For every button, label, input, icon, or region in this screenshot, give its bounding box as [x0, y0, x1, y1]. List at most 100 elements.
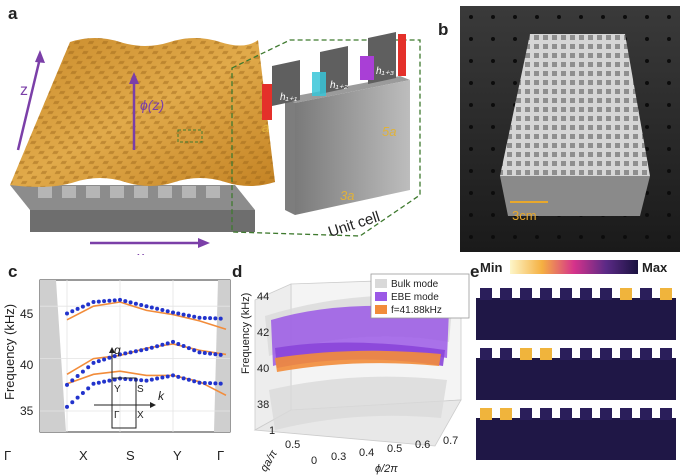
d-xtick-04: 0.4 [359, 447, 374, 459]
inset-s: S [137, 384, 144, 395]
c-experiment-point [70, 378, 75, 383]
c-experiment-point [139, 378, 144, 383]
field-map-pillar [560, 408, 572, 420]
d-ytick-05: 0.5 [285, 439, 300, 451]
inset-y: Y [114, 384, 121, 395]
c-experiment-point [176, 341, 181, 346]
d-legend [370, 273, 470, 319]
c-experiment-point [112, 377, 117, 382]
c-experiment-point [208, 351, 213, 356]
panel-d-label: d [232, 262, 243, 281]
c-experiment-point [165, 309, 170, 314]
c-experiment-point [118, 352, 122, 357]
c-xtick-y: Y [173, 448, 182, 463]
c-experiment-point [218, 381, 223, 386]
c-experiment-point [144, 378, 149, 383]
d-xlabel: ϕ/2π [375, 463, 398, 475]
field-map-pillar [660, 288, 672, 300]
c-experiment-point [155, 306, 160, 311]
c-experiment-point [112, 298, 117, 303]
panel-b-photo: 3cm [460, 6, 680, 252]
c-xtick-gamma1: Γ [4, 448, 11, 463]
c-ytick-40: 40 [20, 358, 34, 372]
field-map-pillar [540, 408, 552, 420]
c-experiment-point [192, 314, 197, 319]
light-cone-left [40, 280, 66, 432]
band-structure-chart: Frequency (kHz) 35 40 45 Γ X S Y Γ q k Y… [2, 279, 231, 463]
field-map-3 [476, 418, 676, 460]
c-experiment-point [118, 297, 122, 302]
field-map-pillar [500, 408, 512, 420]
field-map-pillar [600, 288, 612, 300]
c-experiment-point [202, 350, 207, 355]
c-experiment-point [139, 348, 144, 353]
c-experiment-point [91, 381, 96, 386]
c-experiment-point [144, 347, 149, 352]
c-experiment-point [202, 380, 207, 385]
colorbar-min: Min [480, 260, 502, 275]
panel-e-label: e [470, 262, 480, 281]
panel-c-label: c [8, 262, 18, 281]
c-experiment-point [112, 354, 117, 359]
unit-cell-outline [231, 39, 421, 237]
c-experiment-point [80, 369, 85, 374]
c-experiment-point [181, 376, 186, 381]
height-dimension-label: 5a [382, 124, 396, 139]
c-experiment-point [186, 346, 191, 351]
field-map-pillar [660, 348, 672, 360]
c-experiment-point [65, 382, 69, 387]
field-map-pillar [600, 408, 612, 420]
field-map-pillar [620, 408, 632, 420]
c-experiment-point [155, 344, 160, 349]
d-xtick-07: 0.7 [443, 435, 458, 447]
d-ztick-40: 40 [257, 363, 269, 375]
legend-ebe: EBE mode [391, 292, 439, 303]
c-experiment-point [181, 344, 186, 349]
field-map-pillar [660, 408, 672, 420]
c-experiment-point [96, 380, 101, 385]
panel-a-figure: z ϕ(z) x h₁₊₁ h₁₊₂ h₁₊₃ a 5a 3a Unit cel… [10, 32, 421, 255]
d-ztick-38: 38 [257, 399, 269, 411]
c-xtick-gamma2: Γ [217, 448, 224, 463]
c-experiment-point [86, 302, 91, 307]
frequency-plane [275, 350, 441, 372]
c-experiment-point [165, 374, 170, 379]
c-experiment-point [133, 349, 138, 354]
legend-bulk: Bulk mode [391, 279, 439, 290]
panel-d-3d-plot: Frequency (kHz) 44 42 40 38 0.3 0.4 0.5 … [240, 273, 470, 475]
c-experiment-point [155, 376, 160, 381]
c-experiment-point [70, 400, 75, 405]
c-experiment-point [107, 298, 112, 303]
c-ylabel: Frequency (kHz) [2, 304, 17, 400]
c-experiment-point [123, 351, 128, 356]
field-map-pillar [540, 288, 552, 300]
brillouin-zone-inset [94, 347, 156, 429]
field-map-pillar [500, 288, 512, 300]
inset-gamma: Γ [114, 410, 120, 421]
c-experiment-point [197, 380, 202, 385]
c-experiment-point [149, 345, 154, 350]
c-experiment-point [186, 377, 191, 382]
c-experiment-point [96, 299, 101, 304]
field-map-2 [476, 358, 676, 400]
scale-label: 3cm [512, 208, 537, 223]
c-experiment-point [202, 315, 207, 320]
c-ytick-45: 45 [20, 307, 34, 321]
unit-cell-block [262, 32, 410, 215]
c-experiment-point [171, 373, 175, 378]
d-ztick-44: 44 [257, 291, 269, 303]
c-experiment-point [65, 404, 69, 409]
c-experiment-point [186, 313, 191, 318]
inset-q: q [114, 343, 121, 357]
c-experiment-point [171, 339, 175, 344]
colorbar-max: Max [642, 260, 668, 275]
field-map-pillar [480, 288, 492, 300]
c-experiment-point [197, 315, 202, 320]
c-experiment-point [65, 311, 69, 316]
bulk-mode-surface-lower [269, 376, 447, 430]
d-xtick-06: 0.6 [415, 439, 430, 451]
field-map-pillar [540, 348, 552, 360]
x-axis-label: x [137, 249, 145, 255]
c-experiment-point [128, 300, 133, 305]
field-map-pillar [640, 288, 652, 300]
